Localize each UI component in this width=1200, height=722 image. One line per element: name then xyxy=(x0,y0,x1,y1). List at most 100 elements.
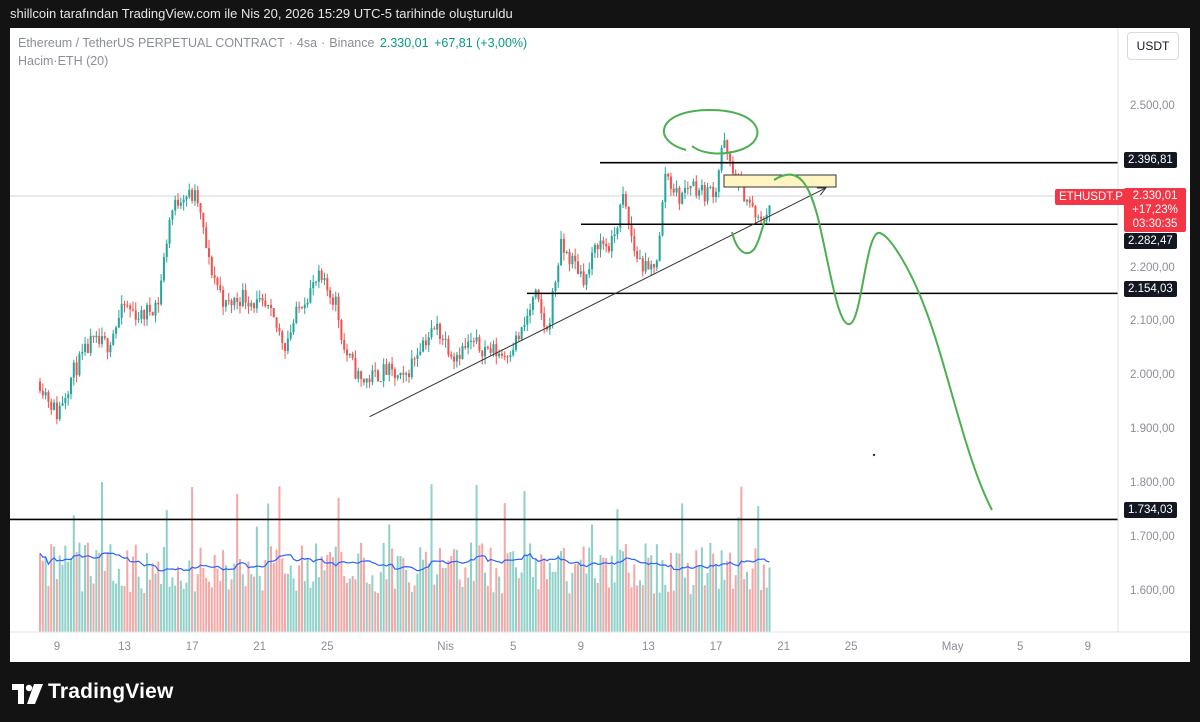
volume-bar xyxy=(320,556,323,632)
volume-bar xyxy=(210,587,213,632)
candle-body xyxy=(75,362,78,376)
candle-body xyxy=(343,340,346,350)
volume-bar xyxy=(351,575,354,632)
volume-bar xyxy=(134,544,137,632)
candle-body xyxy=(357,370,360,379)
candle-body xyxy=(613,234,616,237)
candle-body xyxy=(78,353,81,376)
candle-body xyxy=(498,353,501,357)
interval[interactable]: 4sa xyxy=(296,36,318,50)
candle-body xyxy=(579,271,582,274)
volume-bar xyxy=(653,593,656,632)
volume-bar xyxy=(323,570,326,632)
candle-body xyxy=(295,306,298,323)
candle-body xyxy=(751,202,754,206)
volume-bar xyxy=(123,586,126,632)
volume-bar xyxy=(92,583,95,632)
candle-body xyxy=(672,188,675,193)
volume-bar xyxy=(151,563,154,632)
volume-label[interactable]: Hacim xyxy=(18,54,54,68)
symbol-legend[interactable]: Ethereum / TetherUS PERPETUAL CONTRACT · 4… xyxy=(18,36,528,50)
candle-body xyxy=(351,353,354,358)
volume-bar xyxy=(331,557,334,632)
symbol-name[interactable]: Ethereum / TetherUS PERPETUAL CONTRACT xyxy=(18,36,285,50)
last-change: +17,23% xyxy=(1132,204,1178,216)
price-tick: 2.500,00 xyxy=(1130,100,1175,113)
candle-body xyxy=(182,199,185,203)
volume-bar xyxy=(498,576,501,632)
candle-body xyxy=(264,300,267,307)
volume-bar xyxy=(117,568,120,632)
candle-body xyxy=(179,202,182,206)
volume-bar xyxy=(224,565,227,632)
volume-bar xyxy=(185,582,188,632)
candle-body xyxy=(509,355,512,357)
time-tick: 21 xyxy=(777,641,790,653)
volume-bar xyxy=(424,551,427,632)
candle-body xyxy=(689,185,692,189)
time-tick: 17 xyxy=(185,641,199,653)
candle-body xyxy=(453,356,456,362)
candle-body xyxy=(140,310,143,320)
candle-body xyxy=(472,340,475,342)
candle-body xyxy=(698,190,701,196)
candle-body xyxy=(633,236,636,252)
volume-bar xyxy=(261,590,264,632)
volume-bar xyxy=(762,564,765,632)
candle-body xyxy=(407,373,410,377)
candle-body xyxy=(58,405,61,420)
candle-body xyxy=(312,282,315,289)
volume-bar xyxy=(630,587,633,632)
volume-bar xyxy=(146,553,149,632)
candle-body xyxy=(478,337,481,351)
candle-body xyxy=(607,246,610,252)
candle-body xyxy=(95,335,98,338)
volume-bar xyxy=(385,579,388,632)
candle-body xyxy=(317,270,320,282)
tradingview-logo-icon xyxy=(12,684,43,704)
volume-bar xyxy=(241,574,244,632)
volume-bar xyxy=(402,558,405,632)
candle-body xyxy=(396,375,399,378)
candle-body xyxy=(205,227,208,249)
volume-bar xyxy=(619,549,622,632)
chart-panel[interactable]: Ethereum / TetherUS PERPETUAL CONTRACT · 4… xyxy=(10,28,1190,662)
candle-body xyxy=(768,205,771,215)
volume-bar xyxy=(360,542,363,632)
candle-body xyxy=(636,251,639,259)
volume-bar xyxy=(484,572,487,632)
volume-bar xyxy=(312,581,315,632)
candle-body xyxy=(391,363,394,370)
price-chart[interactable] xyxy=(10,28,1190,662)
volume-bar xyxy=(695,550,698,632)
level-tag-2396: 2.396,81 xyxy=(1124,152,1177,168)
volume-bar xyxy=(109,544,112,632)
volume-bar xyxy=(720,550,723,632)
volume-bar xyxy=(714,563,718,632)
volume-bar xyxy=(500,593,503,632)
volume-bar xyxy=(641,585,644,632)
time-tick: 9 xyxy=(1084,641,1091,653)
candle-body xyxy=(171,210,174,220)
volume-bar xyxy=(284,573,287,632)
candle-body xyxy=(103,336,106,339)
price-tick: 1.600,00 xyxy=(1130,584,1175,597)
volume-legend[interactable]: Hacim·ETH (20) xyxy=(18,54,109,68)
volume-bar xyxy=(340,551,343,632)
volume-bar xyxy=(202,567,205,632)
candle-body xyxy=(275,317,278,328)
volume-bar xyxy=(605,558,608,632)
highlight-circle xyxy=(663,108,759,155)
volume-bar xyxy=(475,485,478,632)
volume-bar xyxy=(95,550,98,632)
volume-bar xyxy=(120,585,123,632)
candle-body xyxy=(484,346,487,357)
candle-body xyxy=(236,298,239,302)
currency-button[interactable]: USDT xyxy=(1127,32,1179,60)
volume-bar xyxy=(309,587,312,632)
volume-bar xyxy=(236,493,239,632)
volume-bar xyxy=(576,563,579,632)
volume-bar xyxy=(255,526,258,632)
candle-body xyxy=(754,205,757,218)
volume-bar xyxy=(413,585,416,632)
